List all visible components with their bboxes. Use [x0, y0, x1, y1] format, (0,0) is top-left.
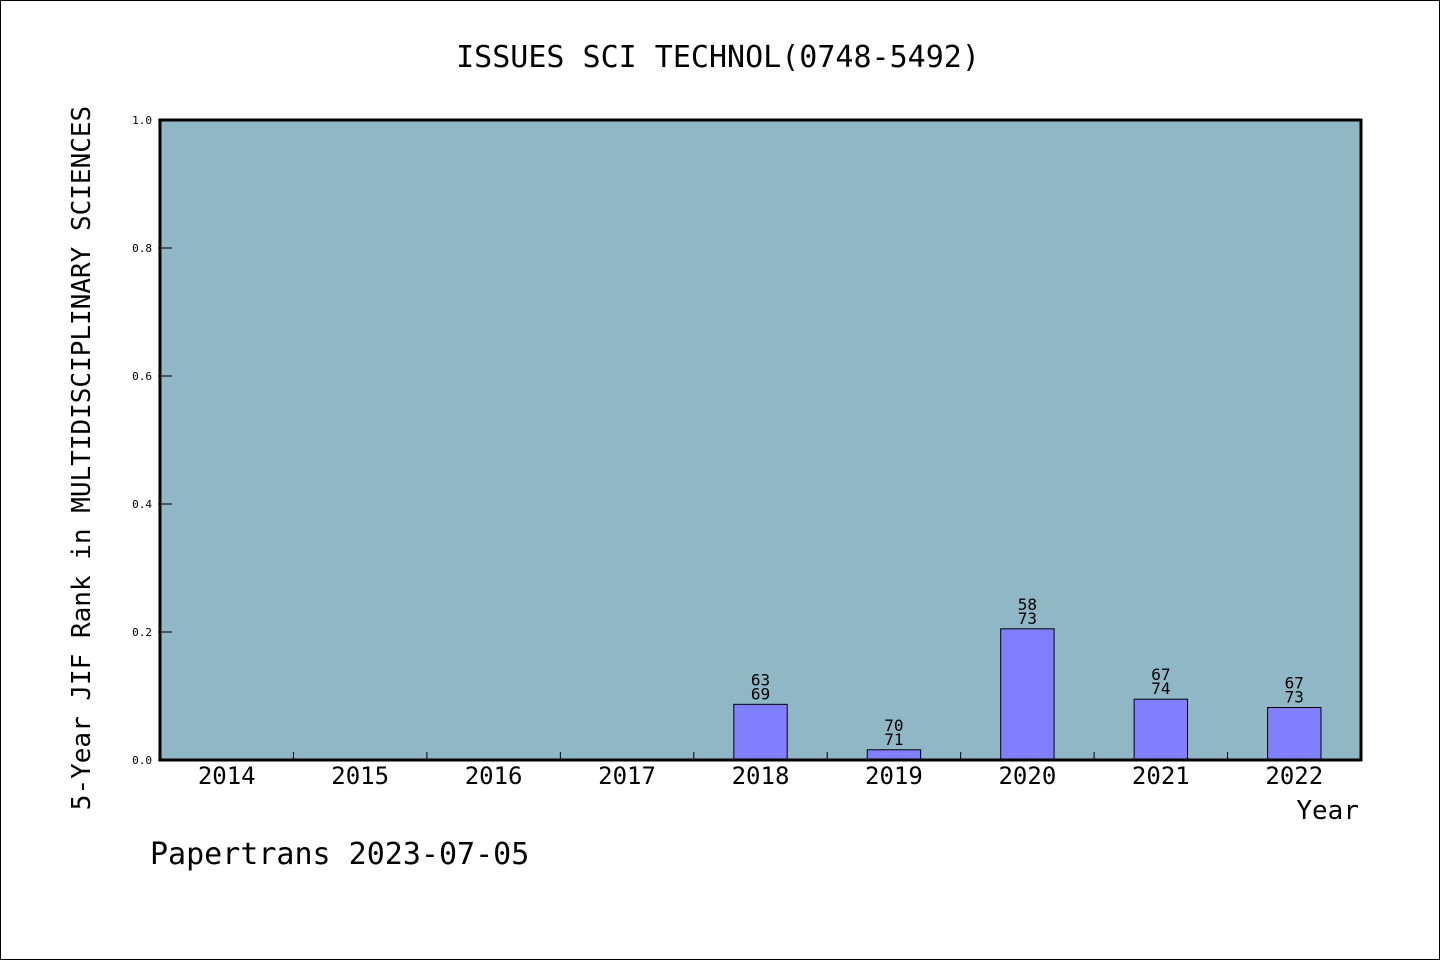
- y-tick-label: 0.4: [132, 498, 152, 511]
- bar-label-rank: 67: [1151, 665, 1170, 684]
- y-axis-title: 5-Year JIF Rank in MULTIDISCIPLINARY SCI…: [67, 106, 97, 810]
- x-tick-label: 2014: [198, 762, 256, 790]
- y-tick-label: 0.0: [132, 754, 152, 767]
- bar-label-total: 73: [1285, 688, 1304, 707]
- y-tick-label: 0.2: [132, 626, 152, 639]
- bar-label-rank: 58: [1018, 595, 1037, 614]
- bar-2021: [1133, 698, 1189, 761]
- footer-text: Papertrans 2023-07-05: [150, 837, 529, 872]
- bar-2020: [1000, 628, 1055, 761]
- bar-2022: [1267, 707, 1322, 761]
- x-tick-label: 2015: [331, 762, 389, 790]
- x-axis: 2014 2015 2016 2017 2018 2019 2020 2021 2022: [198, 752, 1323, 790]
- bar-2019: [866, 749, 922, 761]
- chart-title: ISSUES SCI TECHNOL(0748-5492): [456, 40, 980, 75]
- bar-label-total: 73: [1018, 609, 1037, 628]
- bar-label-rank: 63: [751, 670, 770, 689]
- bar-label-rank: 67: [1285, 674, 1304, 693]
- x-tick-label: 2019: [865, 762, 923, 790]
- y-tick-label: 0.8: [132, 242, 152, 255]
- bar-2018: [733, 703, 788, 761]
- bar-label-rank: 70: [884, 716, 903, 735]
- plot-area: [160, 120, 1361, 760]
- y-tick-label: 1.0: [132, 114, 152, 127]
- bar-label-total: 69: [751, 684, 770, 703]
- x-tick-label: 2016: [465, 762, 523, 790]
- bar-label-total: 74: [1151, 679, 1170, 698]
- x-tick-label: 2021: [1132, 762, 1190, 790]
- x-tick-label: 2020: [998, 762, 1056, 790]
- bars-group: [733, 628, 1322, 761]
- x-tick-label: 2018: [732, 762, 790, 790]
- x-axis-title: Year: [1296, 796, 1359, 826]
- bar-label-total: 71: [884, 730, 903, 749]
- y-tick-label: 0.6: [132, 370, 152, 383]
- x-tick-label: 2017: [598, 762, 656, 790]
- y-axis: 0.0 0.2 0.4 0.6 0.8 1.0: [132, 114, 172, 767]
- x-tick-label: 2022: [1265, 762, 1323, 790]
- plot-border: [158, 118, 1363, 762]
